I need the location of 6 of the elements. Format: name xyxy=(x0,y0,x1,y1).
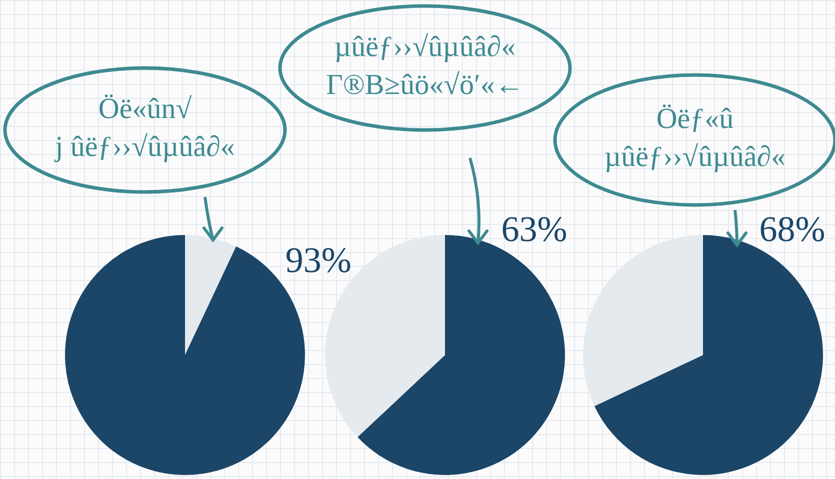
data-label: 93% xyxy=(285,240,352,280)
data-label: 63% xyxy=(501,208,568,249)
chart-title: Öë«ûn√ j ûëƒ››√ûµûâ∂« xyxy=(53,92,236,165)
data-label: 68% xyxy=(759,208,826,249)
chart-title: Öëƒ«û µûëƒ››√ûµûâ∂« xyxy=(603,102,787,175)
chart-title: µûëƒ››√ûµûâ∂« Γ®B≥ûö«√ö′«← xyxy=(325,30,525,103)
